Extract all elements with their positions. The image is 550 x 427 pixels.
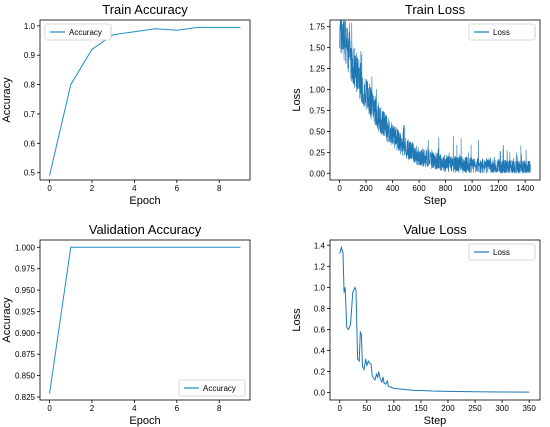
x-tick-label: 400 (386, 184, 400, 193)
chart-2: Train Loss 0 200 400 600 800 1000 1200 1400 0.00 0… (291, 2, 541, 207)
legend: Accuracy (44, 23, 112, 41)
x-axis-label: Step (424, 195, 447, 207)
legend-box (468, 243, 536, 261)
y-tick-label: 0.875 (15, 350, 36, 359)
x-tick-label: 8 (217, 404, 222, 413)
legend-label: Accuracy (69, 28, 102, 37)
legend-box (178, 379, 246, 397)
y-tick-label: 1.75 (309, 23, 325, 32)
y-tick-label: 1.4 (314, 241, 326, 250)
y-tick-label: 0.900 (15, 329, 36, 338)
legend: Loss (468, 243, 536, 261)
y-tick-label: 0.950 (15, 286, 36, 295)
x-tick-label: 6 (175, 404, 180, 413)
y-tick-label: 0.975 (15, 265, 36, 274)
y-tick-label: 1.000 (15, 243, 36, 252)
x-tick-label: 2 (90, 184, 95, 193)
x-tick-label: 1000 (463, 184, 481, 193)
legend-label: Accuracy (203, 384, 236, 393)
legend-box (44, 23, 112, 41)
legend-label: Loss (493, 248, 510, 257)
chart-title: Value Loss (403, 222, 467, 237)
x-tick-label: 8 (217, 184, 222, 193)
plot-frame (39, 19, 251, 181)
x-tick-label: 200 (441, 404, 455, 413)
x-axis-label: Epoch (129, 195, 160, 207)
y-tick-label: 0.75 (309, 106, 325, 115)
y-axis-label: Accuracy (1, 297, 13, 343)
y-tick-label: 0.8 (314, 304, 326, 313)
x-tick-label: 200 (359, 184, 373, 193)
y-tick-label: 1.00 (309, 86, 325, 95)
x-tick-label: 2 (90, 404, 95, 413)
y-tick-label: 0.850 (15, 372, 36, 381)
x-tick-label: 300 (495, 404, 509, 413)
x-tick-label: 800 (439, 184, 453, 193)
y-tick-label: 0.6 (24, 139, 36, 148)
series-line (339, 245, 530, 393)
x-tick-label: 0 (47, 184, 52, 193)
x-tick-label: 350 (522, 404, 536, 413)
legend-box (468, 23, 536, 41)
chart-title: Train Accuracy (102, 2, 188, 17)
y-tick-label: 0.50 (309, 127, 325, 136)
y-axis-label: Loss (291, 308, 303, 332)
plot-frame (39, 239, 251, 401)
y-tick-label: 1.0 (314, 283, 326, 292)
x-tick-label: 0 (338, 404, 343, 413)
series-line (49, 26, 241, 176)
legend: Loss (468, 23, 536, 41)
x-tick-label: 100 (387, 404, 401, 413)
y-tick-label: 0.825 (15, 393, 36, 402)
chart-title: Train Loss (405, 2, 466, 17)
y-tick-label: 0.0 (314, 389, 326, 398)
plot-frame (329, 239, 541, 401)
y-tick-label: 0.925 (15, 307, 36, 316)
y-tick-label: 0.2 (314, 368, 326, 377)
y-tick-label: 0.9 (24, 51, 36, 60)
series-line (49, 246, 241, 394)
chart-title: Validation Accuracy (89, 222, 202, 237)
x-tick-label: 150 (414, 404, 428, 413)
x-tick-label: 0 (47, 404, 52, 413)
plot-frame (329, 19, 541, 181)
x-tick-label: 1400 (516, 184, 534, 193)
x-tick-label: 50 (362, 404, 371, 413)
y-tick-label: 1.2 (314, 262, 326, 271)
y-tick-label: 0.4 (314, 347, 326, 356)
series-line (339, 20, 531, 174)
x-axis-label: Epoch (129, 415, 160, 427)
x-tick-label: 6 (175, 184, 180, 193)
legend: Accuracy (178, 379, 246, 397)
chart-1: Train Accuracy 0 2 4 6 8 0.5 0.6 0.7 0.8 0.9 1.0 Epo… (1, 2, 251, 207)
chart-3: Validation Accuracy 0 2 4 6 8 0.825 0.850 0.875 0… (1, 222, 251, 427)
y-tick-label: 1.0 (24, 22, 36, 31)
x-tick-label: 600 (412, 184, 426, 193)
y-axis-label: Loss (291, 88, 303, 112)
x-tick-label: 0 (337, 184, 342, 193)
y-tick-label: 0.25 (309, 148, 325, 157)
x-axis-label: Step (424, 415, 447, 427)
y-tick-label: 1.50 (309, 44, 325, 53)
y-axis-label: Accuracy (1, 77, 13, 123)
chart-4: Value Loss 0 50 100 150 200 250 300 350 0.0 0.2 0.4… (291, 222, 541, 427)
y-tick-label: 1.25 (309, 65, 325, 74)
x-tick-label: 4 (132, 184, 137, 193)
x-tick-label: 250 (468, 404, 482, 413)
y-tick-label: 0.8 (24, 81, 36, 90)
x-tick-label: 1200 (490, 184, 508, 193)
x-tick-label: 4 (132, 404, 137, 413)
y-tick-label: 0.6 (314, 325, 326, 334)
y-tick-label: 0.7 (24, 110, 36, 119)
y-tick-label: 0.00 (309, 169, 325, 178)
y-tick-label: 0.5 (24, 169, 36, 178)
legend-label: Loss (493, 28, 510, 37)
